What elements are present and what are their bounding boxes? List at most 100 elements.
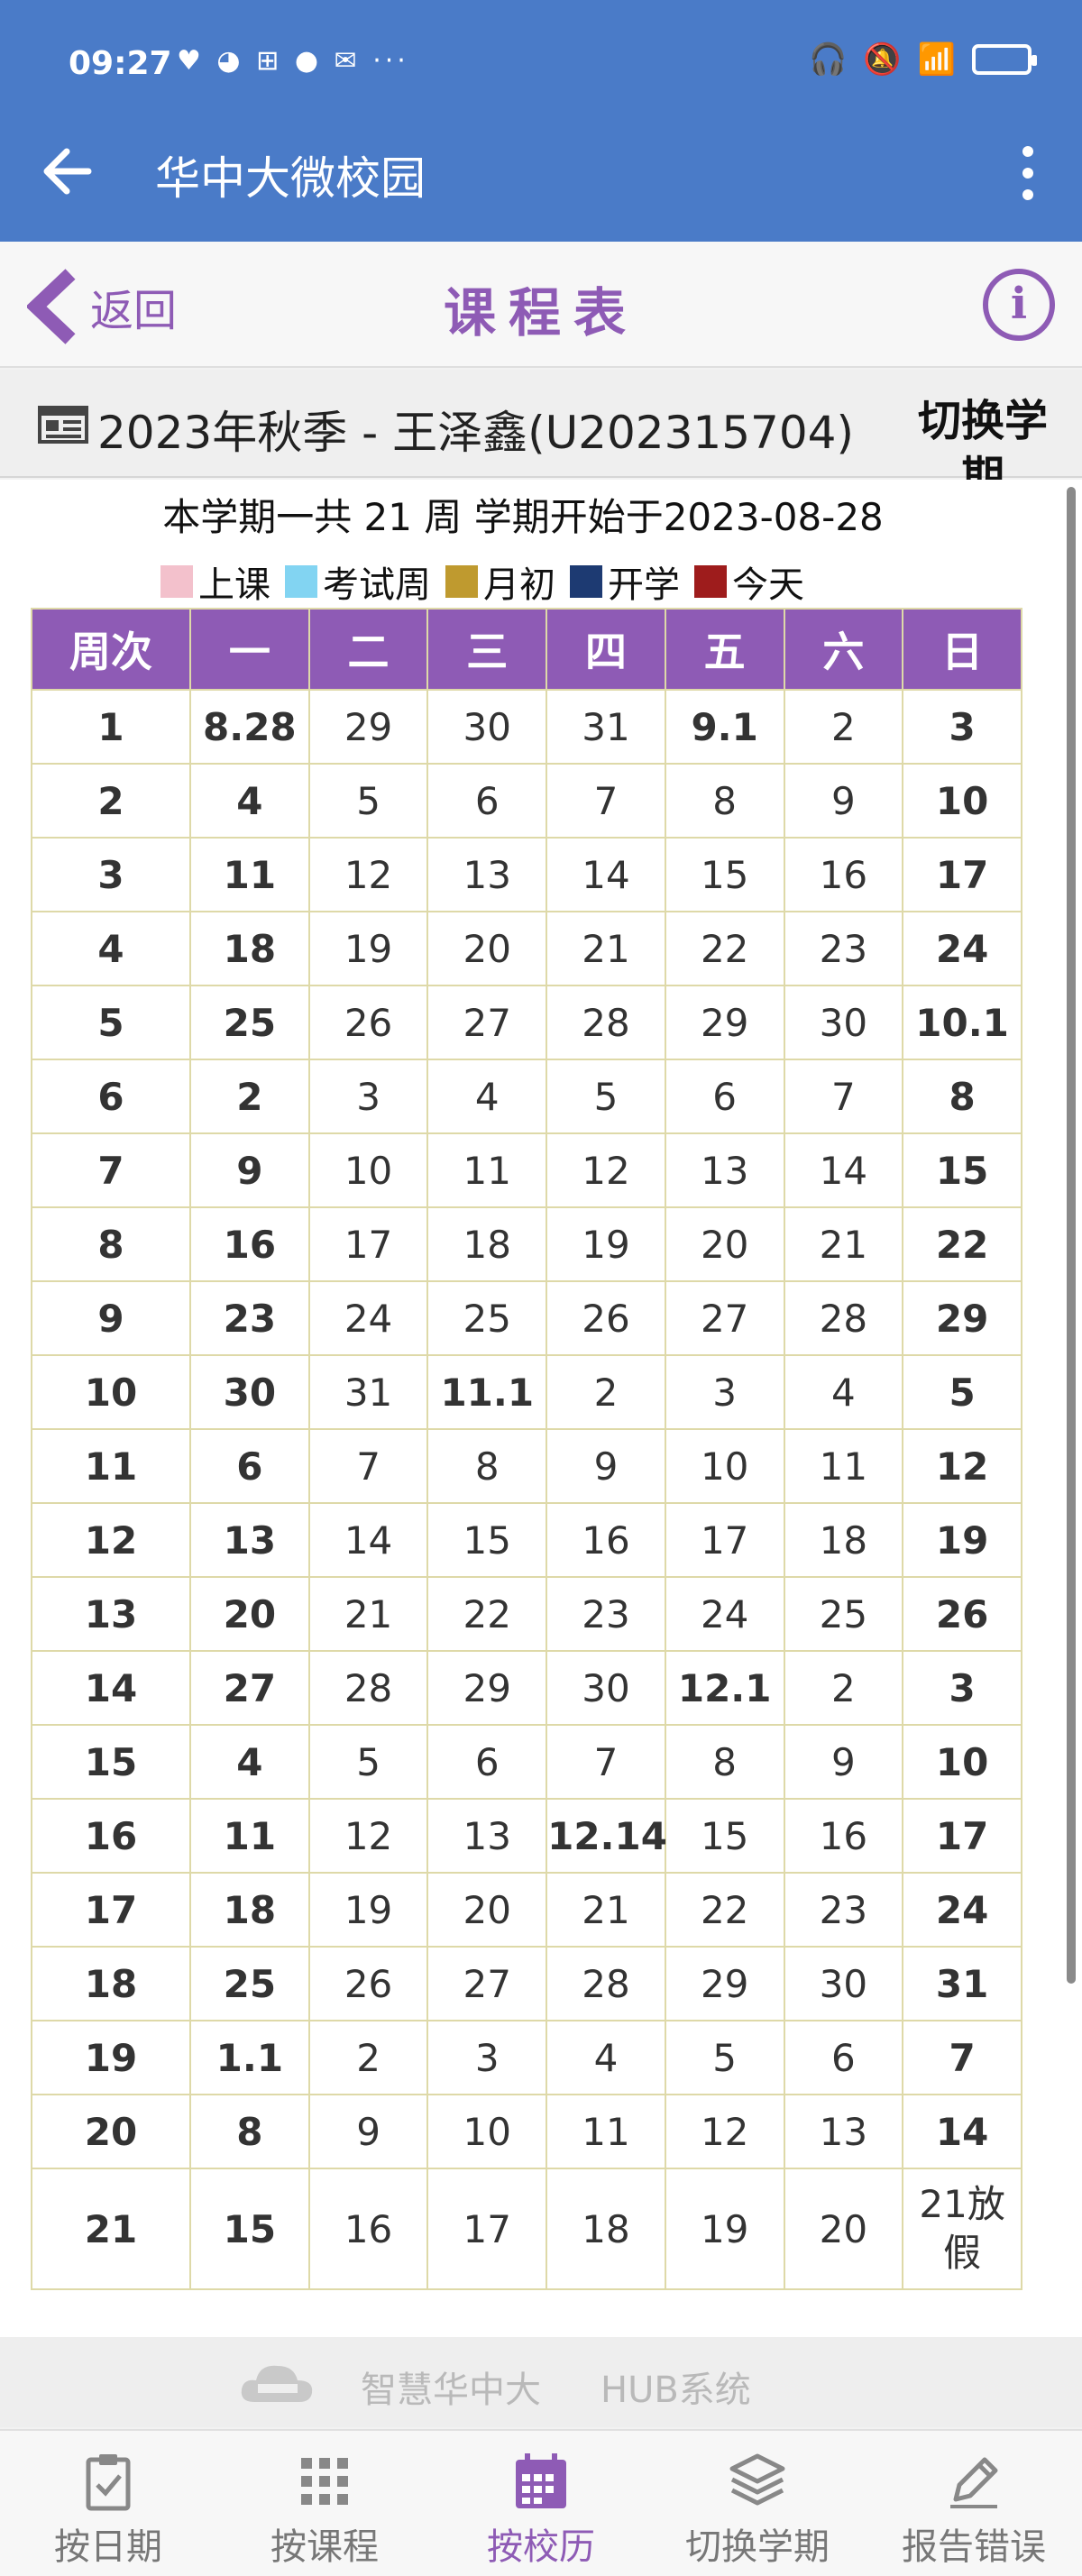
day-cell: 3 — [307, 1059, 429, 1134]
day-cell: 20 — [783, 2168, 904, 2290]
calendar-week-row: 2 4 5 6 7 8 9 10 — [31, 763, 1022, 839]
week-number-cell: 4 — [31, 911, 191, 986]
day-cell: 20 — [426, 1872, 548, 1948]
day-cell: 18 — [546, 2168, 666, 2290]
calendar-week-row: 8 16 17 18 19 20 21 22 — [31, 1206, 1022, 1282]
day-cell: 13 — [189, 1502, 310, 1578]
day-cell: 13 — [783, 2094, 904, 2169]
calendar-week-row: 12 13 14 15 16 17 18 19 — [31, 1502, 1022, 1578]
week-number-cell: 10 — [31, 1354, 191, 1430]
tab-label: 切换学期 — [685, 2526, 830, 2568]
scrollbar[interactable] — [1067, 487, 1076, 1984]
day-cell: 12 — [307, 1798, 429, 1874]
legend-item: 开学 — [570, 555, 680, 608]
document-icon — [38, 406, 88, 444]
day-cell: 12.1 — [664, 1650, 785, 1726]
pen-icon — [950, 2457, 998, 2508]
day-cell: 9 — [783, 763, 904, 839]
day-cell: 20 — [426, 911, 548, 986]
day-cell: 29 — [426, 1650, 548, 1726]
day-cell: 19 — [664, 2168, 785, 2290]
day-cell: 17 — [902, 837, 1022, 912]
day-cell: 8 — [664, 1724, 785, 1800]
day-cell: 26 — [307, 985, 429, 1060]
school-calendar-table: 周次一二三四五六日 1 8.28 29 30 31 9.1 2 3 2 4 5 6 7 8 9 10 3 11 12… — [31, 608, 1022, 2290]
week-number-cell: 7 — [31, 1132, 191, 1208]
page-title: 课程表 — [443, 282, 638, 344]
calendar-week-row: 20 8 9 10 11 12 13 14 — [31, 2094, 1022, 2169]
day-cell: 4 — [426, 1059, 548, 1134]
day-cell: 3 — [902, 1650, 1022, 1726]
tab-by-calendar[interactable]: 按校历 — [433, 2431, 649, 2576]
day-cell: 28 — [307, 1650, 429, 1726]
back-button-label: 返回 — [90, 286, 178, 336]
day-cell: 23 — [189, 1280, 310, 1356]
day-cell: 24 — [902, 1872, 1022, 1948]
tab-by-course[interactable]: 按课程 — [216, 2431, 433, 2576]
week-number-cell: 17 — [31, 1872, 191, 1948]
day-cell: 25 — [783, 1576, 904, 1652]
day-cell: 31 — [902, 1946, 1022, 2021]
day-cell: 13 — [426, 1798, 548, 1874]
day-cell: 7 — [546, 763, 666, 839]
calendar-week-row: 13 20 21 22 23 24 25 26 — [31, 1576, 1022, 1652]
day-cell: 15 — [664, 837, 785, 912]
more-options-icon[interactable] — [1010, 137, 1046, 209]
tab-report-error[interactable]: 报告错误 — [866, 2431, 1082, 2576]
week-number-cell: 3 — [31, 837, 191, 912]
legend-item: 月初 — [445, 555, 555, 608]
week-number-cell: 18 — [31, 1946, 191, 2021]
week-number-cell: 14 — [31, 1650, 191, 1726]
week-number-cell: 20 — [31, 2094, 191, 2169]
header-weekday: 五 — [664, 608, 785, 691]
calendar-week-row: 21 15 16 17 18 19 20 21放假 — [31, 2168, 1022, 2290]
legend-label: 考试周 — [323, 564, 431, 606]
calendar-week-row: 19 1.1 2 3 4 5 6 7 — [31, 2020, 1022, 2095]
day-cell: 2 — [783, 1650, 904, 1726]
back-arrow-icon[interactable] — [36, 135, 99, 207]
calendar-week-row: 10 30 31 11.1 2 3 4 5 — [31, 1354, 1022, 1430]
day-cell: 5 — [307, 763, 429, 839]
chevron-left-icon — [27, 269, 76, 344]
day-cell: 11 — [189, 837, 310, 912]
header-weekday: 一 — [189, 608, 310, 691]
calendar-week-row: 7 9 10 11 12 13 14 15 — [31, 1132, 1022, 1208]
day-cell: 12 — [307, 837, 429, 912]
tab-label: 报告错误 — [902, 2526, 1046, 2568]
tab-switch-term[interactable]: 切换学期 — [649, 2431, 866, 2576]
day-cell: 11 — [426, 1132, 548, 1208]
tab-label: 按课程 — [270, 2526, 379, 2568]
day-cell: 7 — [902, 2020, 1022, 2095]
day-cell: 31 — [546, 689, 666, 765]
legend-swatch — [445, 565, 478, 598]
day-cell: 16 — [783, 837, 904, 912]
tab-by-date[interactable]: 按日期 — [0, 2431, 216, 2576]
day-cell: 3 — [664, 1354, 785, 1430]
info-icon[interactable]: i — [983, 269, 1055, 341]
mute-icon: 🔕 — [863, 41, 902, 78]
day-cell: 28 — [546, 1946, 666, 2021]
day-cell: 17 — [902, 1798, 1022, 1874]
day-cell: 8 — [426, 1428, 548, 1504]
day-cell: 4 — [783, 1354, 904, 1430]
day-cell: 27 — [426, 985, 548, 1060]
notification-icons: ♥ ◕ ⊞ ● ✉ ··· — [177, 45, 409, 77]
back-button[interactable]: 返回 — [27, 269, 177, 344]
tab-label: 按校历 — [487, 2526, 595, 2568]
day-cell: 15 — [902, 1132, 1022, 1208]
calendar-week-row: 16 11 12 13 12.14 15 16 17 — [31, 1798, 1022, 1874]
day-cell: 16 — [546, 1502, 666, 1578]
day-cell: 21 — [546, 1872, 666, 1948]
day-cell: 8.28 — [189, 689, 310, 765]
day-cell: 22 — [664, 1872, 785, 1948]
day-cell: 15 — [426, 1502, 548, 1578]
legend-swatch — [694, 565, 727, 598]
day-cell: 18 — [189, 1872, 310, 1948]
day-cell: 15 — [189, 2168, 310, 2290]
day-cell: 17 — [426, 2168, 548, 2290]
day-cell: 10.1 — [902, 985, 1022, 1060]
day-cell: 6 — [426, 1724, 548, 1800]
day-cell: 22 — [426, 1576, 548, 1652]
switch-term-button[interactable]: 切换学期 — [917, 396, 1048, 502]
day-cell: 11 — [546, 2094, 666, 2169]
